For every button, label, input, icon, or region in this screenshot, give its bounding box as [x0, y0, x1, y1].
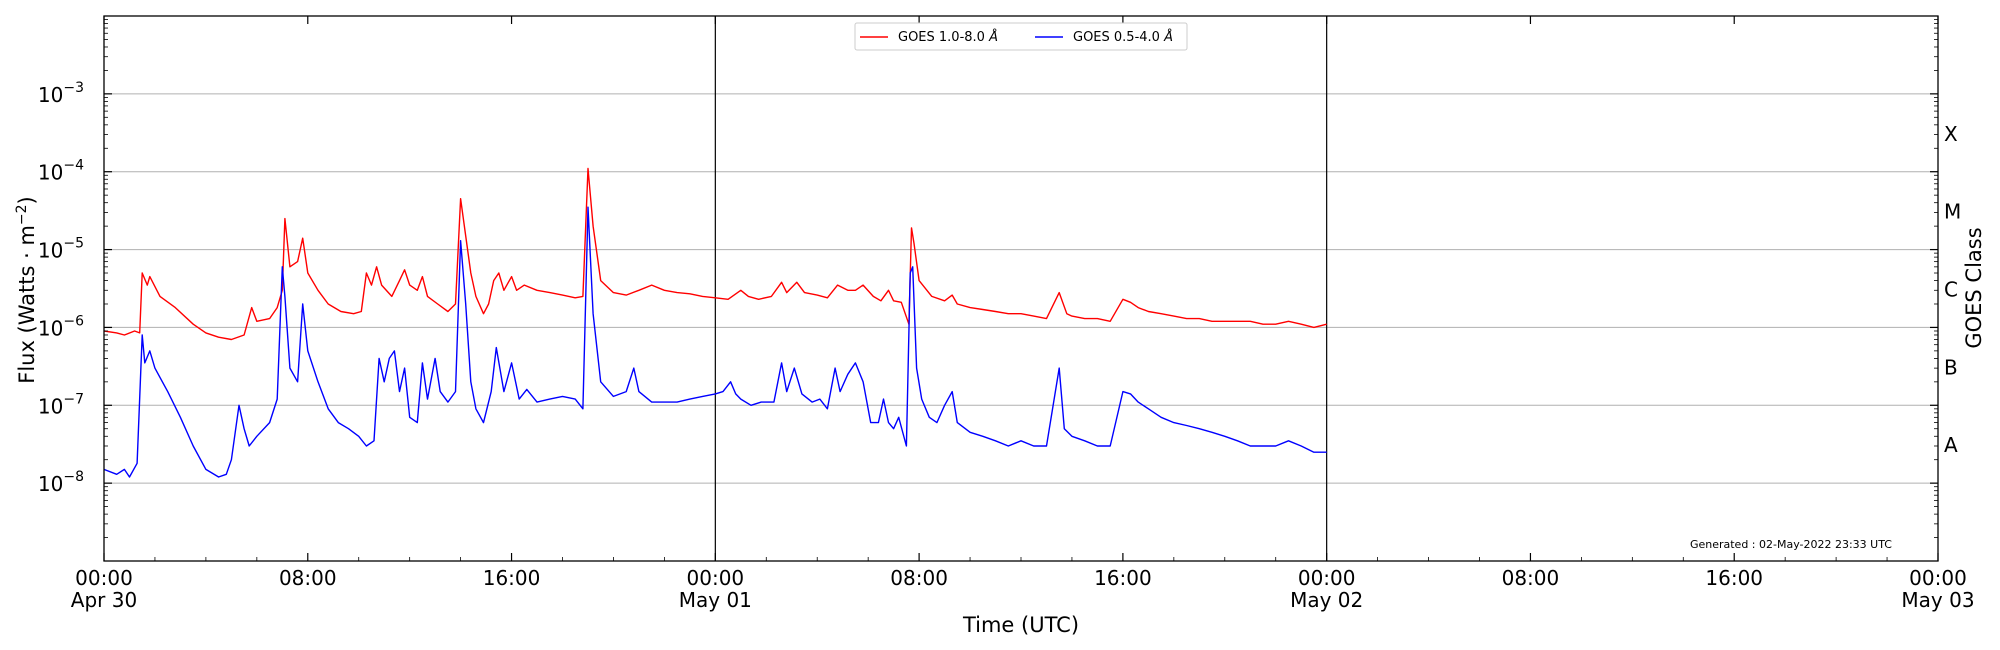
x-tick-label-1: 08:00	[279, 566, 337, 590]
series-line-1	[104, 206, 1327, 478]
y-tick-label-base-5: 10	[38, 83, 63, 107]
y-tick-label-exp-2: −6	[63, 313, 84, 329]
x-tick-date-label-6: May 02	[1290, 588, 1363, 612]
y-axis-title: Flux (Watts · m−2)	[14, 196, 39, 384]
goes-class-label-B: B	[1944, 355, 1958, 379]
y-tick-label-1: 10−7	[38, 391, 84, 418]
legend-label-blue: GOES 0.5-4.0 Å	[1073, 29, 1173, 45]
x-tick-label-3: 00:00	[687, 566, 745, 590]
y-axis-title-sup: −2	[14, 204, 30, 225]
y-tick-label-exp-0: −8	[63, 469, 84, 485]
series-lines	[104, 167, 1327, 478]
goes-class-labels: A B C M X	[1944, 122, 1961, 457]
y-tick-label-exp-4: −4	[63, 158, 84, 174]
x-tick-date-label-0: Apr 30	[71, 588, 137, 612]
y-tick-label-4: 10−4	[38, 158, 84, 185]
legend-label-red-name: GOES 1.0-8.0	[898, 30, 989, 45]
legend-label-red: GOES 1.0-8.0 Å	[898, 29, 998, 45]
y-tick-label-5: 10−3	[38, 80, 84, 107]
legend-box	[854, 22, 1188, 51]
legend-label-blue-name: GOES 0.5-4.0	[1073, 30, 1164, 45]
y-tick-label-0: 10−8	[38, 469, 84, 496]
x-tick-date-label-3: May 01	[679, 588, 752, 612]
x-tick-label-8: 16:00	[1705, 566, 1763, 590]
series-line-0	[104, 167, 1327, 341]
legend-label-red-unit: Å	[988, 29, 998, 45]
y-axis-title-close: )	[15, 196, 39, 204]
goes-class-label-A: A	[1944, 433, 1958, 457]
y-tick-label-exp-3: −5	[63, 236, 84, 252]
y-tick-label-exp-5: −3	[63, 80, 84, 96]
x-tick-label-9: 00:00	[1909, 566, 1967, 590]
y-tick-label-3: 10−5	[38, 236, 84, 263]
gridlines	[104, 93, 1938, 484]
day-markers	[714, 16, 1328, 561]
y-tick-label-2: 10−6	[38, 313, 84, 340]
legend: GOES 1.0-8.0 Å GOES 0.5-4.0 Å	[854, 22, 1188, 51]
legend-label-blue-unit: Å	[1163, 29, 1173, 45]
y-tick-label-base-3: 10	[38, 239, 63, 263]
generated-footnote: Generated : 02-May-2022 23:33 UTC	[1690, 538, 1892, 551]
goes-class-label-X: X	[1944, 122, 1958, 146]
goes-class-label-M: M	[1944, 200, 1961, 224]
x-tick-date-label-9: May 03	[1901, 588, 1974, 612]
y-axis-title-main: Flux (Watts · m	[15, 225, 39, 384]
y-tick-label-base-4: 10	[38, 161, 63, 185]
y-tick-label-base-1: 10	[38, 394, 63, 418]
y-tick-label-base-2: 10	[38, 316, 63, 340]
x-axis-title: Time (UTC)	[962, 613, 1079, 637]
x-tick-label-0: 00:00	[75, 566, 133, 590]
y-tick-label-exp-1: −7	[63, 391, 84, 407]
goes-class-title: GOES Class	[1962, 227, 1986, 348]
x-tick-label-7: 08:00	[1502, 566, 1560, 590]
x-tick-label-4: 08:00	[890, 566, 948, 590]
goes-class-label-C: C	[1944, 278, 1958, 302]
y-tick-label-base-0: 10	[38, 472, 63, 496]
x-tick-label-5: 16:00	[1094, 566, 1152, 590]
y-axis-ticks: 10−810−710−610−510−410−3	[38, 19, 1938, 538]
x-tick-label-2: 16:00	[483, 566, 541, 590]
x-tick-label-6: 00:00	[1298, 566, 1356, 590]
